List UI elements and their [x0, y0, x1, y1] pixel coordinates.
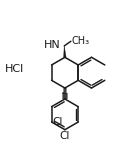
Text: Cl: Cl — [53, 117, 63, 127]
Text: HCl: HCl — [4, 64, 24, 74]
Text: Cl: Cl — [60, 131, 70, 141]
Polygon shape — [64, 46, 66, 57]
Text: CH₃: CH₃ — [72, 36, 90, 46]
Text: HN: HN — [43, 40, 60, 50]
